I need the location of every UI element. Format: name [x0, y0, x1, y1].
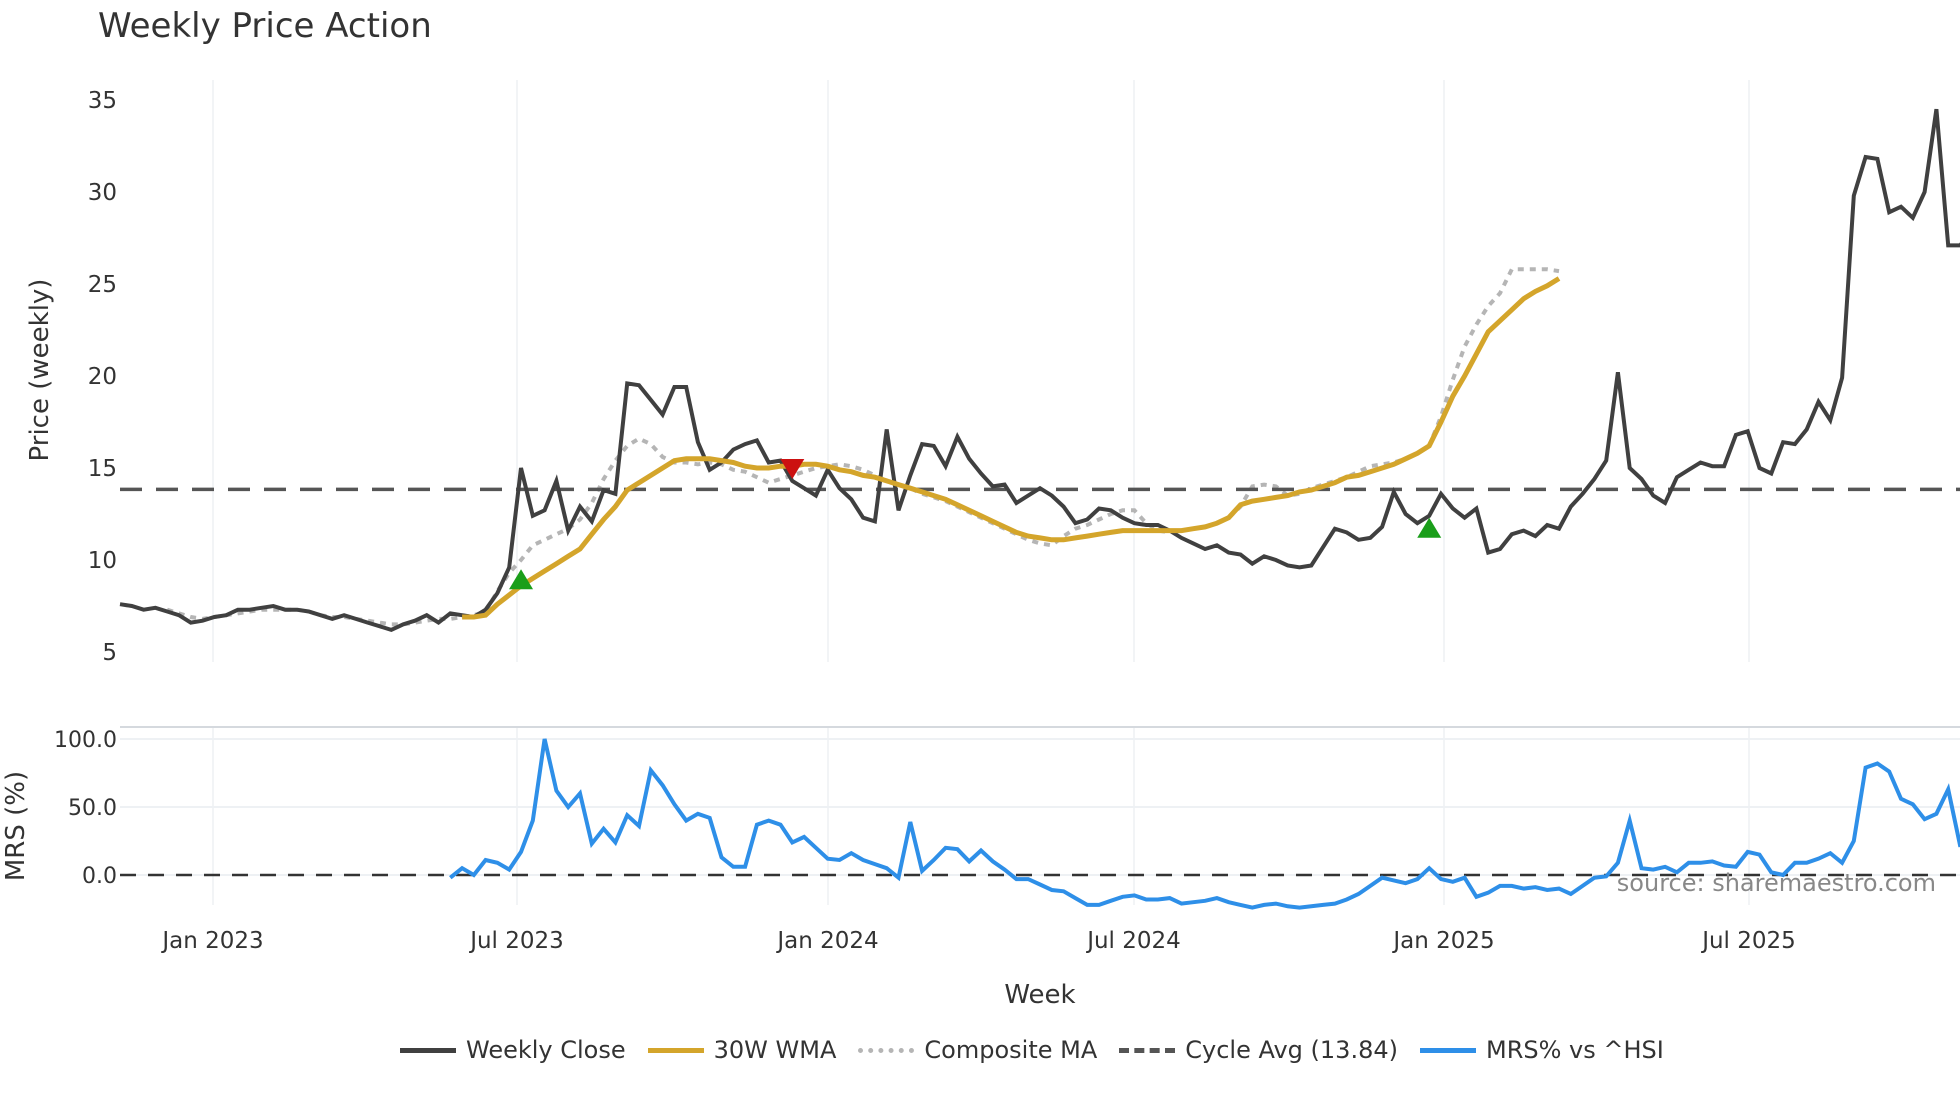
weekly-close-line: [119, 108, 1960, 633]
y-tick-label: 35: [88, 88, 117, 114]
legend-label: Composite MA: [924, 1036, 1098, 1064]
sell-signal-marker: [780, 459, 805, 479]
legend-item-mrs[interactable]: MRS% vs ^HSI: [1419, 1036, 1664, 1064]
legend-label: 30W WMA: [713, 1036, 837, 1064]
legend-item-weekly-close[interactable]: Weekly Close: [400, 1036, 626, 1064]
legend: Weekly Close 30W WMA Composite MA Cycle …: [400, 1036, 1686, 1064]
legend-swatch-mrs: [1419, 1047, 1476, 1053]
mrs-tick-label: 100.0: [54, 728, 117, 753]
mrs-tick-label: 50.0: [68, 796, 117, 821]
buy-signal-marker: [1417, 517, 1442, 538]
x-tick-label: Jan 2023: [160, 928, 263, 954]
x-tick-label: Jan 2025: [1391, 928, 1494, 954]
y-tick-label: 25: [88, 272, 117, 298]
y-tick-label: 20: [88, 364, 117, 390]
legend-label: Cycle Avg (13.84): [1185, 1036, 1398, 1064]
y-tick-label: 10: [88, 548, 117, 574]
mrs-line: [449, 738, 1960, 910]
legend-swatch-30w-wma: [647, 1047, 704, 1053]
x-tick-label: Jul 2025: [1700, 928, 1796, 954]
wma-line: [462, 276, 1561, 620]
legend-item-cycle-avg[interactable]: Cycle Avg (13.84): [1119, 1036, 1398, 1064]
legend-item-30w-wma[interactable]: 30W WMA: [647, 1036, 837, 1064]
y-axis-label: Price (weekly): [25, 279, 55, 462]
legend-swatch-composite-ma: [858, 1047, 915, 1053]
x-tick-label: Jul 2024: [1085, 928, 1181, 954]
source-annotation: source: sharemaestro.com: [1617, 869, 1936, 897]
composite-ma-line: [166, 267, 1560, 627]
legend-item-composite-ma[interactable]: Composite MA: [858, 1036, 1097, 1064]
legend-label: MRS% vs ^HSI: [1485, 1036, 1664, 1064]
chart-title: Weekly Price Action: [98, 6, 432, 46]
x-axis-label: Week: [1004, 980, 1075, 1010]
mrs-axis-label: MRS (%): [1, 771, 31, 881]
x-tick-label: Jul 2023: [468, 928, 564, 954]
legend-swatch-cycle-avg: [1119, 1047, 1176, 1053]
legend-swatch-weekly-close: [400, 1047, 456, 1053]
y-tick-label: 5: [102, 640, 117, 666]
x-tick-label: Jan 2024: [775, 928, 878, 954]
y-tick-label: 15: [88, 456, 117, 482]
buy-signal-marker: [509, 569, 534, 590]
y-tick-label: 30: [88, 180, 117, 206]
mrs-tick-label: 0.0: [82, 864, 117, 889]
legend-label: Weekly Close: [466, 1036, 626, 1064]
